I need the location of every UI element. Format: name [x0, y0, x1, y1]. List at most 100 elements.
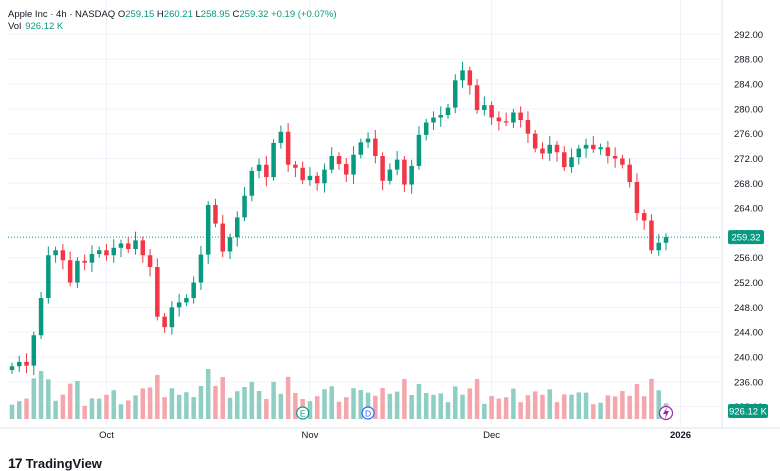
volume-bar	[402, 379, 407, 419]
volume-bar	[118, 404, 124, 419]
volume-bar	[227, 397, 233, 419]
volume-bar	[329, 386, 334, 419]
candle-body	[634, 182, 640, 214]
volume-bar	[89, 398, 95, 419]
candle-body	[293, 164, 298, 168]
volume-bar	[576, 392, 582, 419]
volume-bar	[634, 384, 640, 419]
candle-body	[663, 237, 669, 243]
volume-label[interactable]: Vol	[8, 21, 22, 32]
chart-markers: 259.32 926.12 K E D	[8, 230, 768, 421]
candle-body	[111, 247, 116, 256]
candle-body	[227, 237, 233, 252]
price-tick-label: 236.00	[734, 377, 763, 388]
open-label: O	[117, 9, 126, 20]
volume-bar	[380, 388, 385, 419]
candle-body	[89, 253, 95, 263]
tradingview-logo[interactable]: 17 TradingView	[8, 455, 102, 471]
last-volume-badge	[728, 404, 768, 418]
candle-body	[336, 155, 342, 165]
candle-body	[162, 316, 167, 328]
symbol-title[interactable]: Apple Inc · 4h · NASDAQ	[8, 9, 116, 20]
candle-body	[591, 144, 596, 150]
price-tick-label: 288.00	[734, 55, 763, 66]
candle-body	[467, 70, 473, 86]
volume-bar	[104, 394, 109, 419]
candle-body	[96, 250, 102, 254]
candle-body	[75, 260, 80, 283]
volume-bar	[569, 394, 574, 419]
symbol-legend: Apple Inc · 4h · NASDAQ O259.15 H260.21 …	[8, 8, 337, 21]
event-marker-label: E	[300, 409, 306, 419]
candle-body	[60, 250, 66, 261]
candle-body	[489, 105, 494, 118]
time-axis[interactable]: Oct Nov Dec 2026	[0, 427, 780, 441]
volume-bar	[583, 392, 589, 419]
open-value: 259.15	[125, 9, 155, 20]
volume-bar	[46, 379, 51, 419]
volume-bar	[532, 391, 538, 419]
price-tick-label: 292.00	[734, 30, 763, 41]
candle-body	[351, 154, 356, 175]
volume-bar	[75, 381, 80, 419]
candle-body	[380, 155, 385, 181]
volume-bar	[307, 401, 313, 419]
close-label: C	[232, 9, 240, 20]
price-tick-label: 264.00	[734, 204, 763, 215]
change-value: +0.19 (+0.07%)	[271, 9, 337, 20]
candle-body	[576, 148, 582, 158]
volume-bar	[314, 396, 320, 419]
volume-bar	[271, 382, 276, 419]
price-tick-label: 268.00	[734, 179, 763, 190]
candle-body	[627, 164, 632, 183]
price-tick-label: 248.00	[734, 303, 763, 314]
high-value: 260.21	[163, 9, 193, 20]
volume-bar	[184, 392, 189, 419]
candle-body	[511, 112, 516, 123]
volume-bar	[387, 393, 393, 419]
volume-bar	[525, 395, 531, 419]
candle-body	[620, 158, 625, 165]
candle-body	[656, 242, 661, 251]
volume-bar	[220, 377, 225, 419]
price-axis[interactable]: 232.00236.00240.00244.00248.00252.00256.…	[721, 0, 763, 428]
candle-body	[402, 159, 407, 185]
candle-body	[518, 112, 523, 121]
volume-bar	[474, 379, 480, 419]
candlesticks	[9, 61, 669, 375]
volume-bar	[336, 401, 342, 419]
volume-bar	[547, 389, 552, 419]
last-price-label: 259.32	[731, 233, 760, 244]
chart-grid	[8, 0, 722, 425]
volume-bar	[293, 393, 298, 419]
volume-bar	[140, 388, 146, 419]
candle-body	[256, 164, 262, 171]
volume-bar	[111, 390, 116, 419]
candle-body	[358, 142, 364, 155]
candle-body	[554, 144, 560, 153]
candle-body	[394, 159, 400, 170]
candle-body	[9, 366, 15, 370]
volume-bar	[511, 388, 516, 419]
volume-bar	[198, 386, 204, 419]
candle-body	[598, 147, 603, 150]
volume-value: 926.12 K	[25, 21, 64, 32]
candle-body	[176, 302, 182, 308]
candle-body	[387, 169, 393, 181]
volume-bar	[656, 390, 661, 419]
time-tick-label: Oct	[99, 430, 114, 441]
volume-bar	[82, 405, 87, 419]
candle-body	[416, 134, 422, 166]
candle-body	[31, 335, 37, 366]
volume-bar	[213, 386, 218, 419]
tradingview-wordmark: TradingView	[25, 455, 102, 471]
candle-body	[133, 240, 138, 250]
volume-bar	[278, 393, 284, 419]
candle-body	[205, 204, 211, 255]
volume-bar	[467, 388, 473, 419]
volume-bar	[605, 395, 611, 419]
volume-bar	[518, 402, 523, 419]
high-label: H	[156, 9, 164, 20]
volume-bar	[489, 396, 494, 419]
